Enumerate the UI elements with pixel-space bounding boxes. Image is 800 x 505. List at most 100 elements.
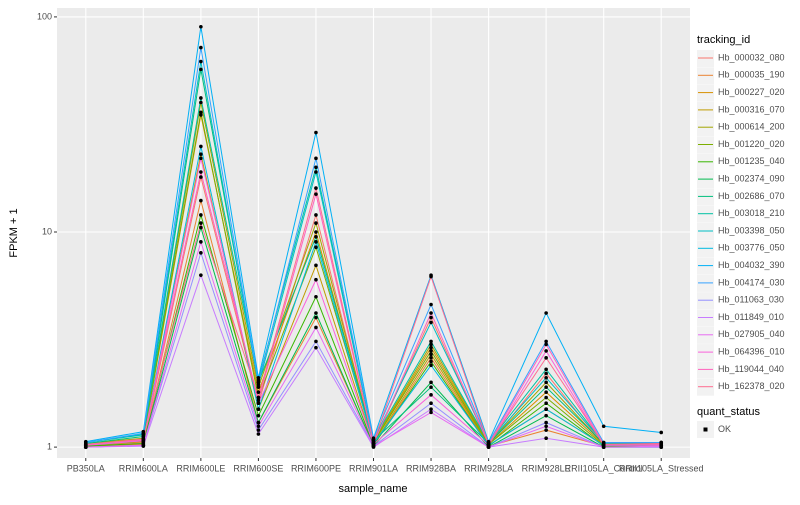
- data-point: [314, 325, 318, 330]
- data-point: [659, 430, 664, 435]
- data-point: [314, 165, 318, 170]
- data-point: [429, 320, 433, 325]
- data-point: [544, 342, 548, 347]
- legend-label: Hb_001220_020: [718, 139, 785, 149]
- legend-label: Hb_064396_010: [718, 346, 785, 356]
- data-point: [256, 413, 261, 418]
- x-tick-label: RRIM600LA: [119, 463, 168, 473]
- data-point: [544, 401, 548, 406]
- data-point: [429, 339, 433, 344]
- data-point: [199, 152, 203, 156]
- data-point: [314, 245, 318, 249]
- data-point: [256, 376, 261, 380]
- data-point: [199, 96, 203, 100]
- data-point: [429, 342, 433, 347]
- data-point: [544, 311, 548, 315]
- data-point: [256, 380, 261, 385]
- data-point: [199, 213, 203, 217]
- y-tick-label: 1: [47, 441, 52, 451]
- data-point: [314, 156, 318, 161]
- data-point: [544, 380, 548, 385]
- legend-title: tracking_id: [697, 34, 750, 46]
- data-point: [199, 198, 203, 203]
- data-point: [256, 398, 261, 403]
- legend-label: Hb_000614_200: [718, 122, 785, 132]
- legend-label: Hb_003018_210: [718, 208, 785, 218]
- data-point: [314, 311, 318, 315]
- data-point: [199, 144, 203, 149]
- data-point: [544, 385, 548, 389]
- data-point: [544, 424, 548, 429]
- legend-label: Hb_119044_040: [718, 364, 784, 374]
- data-point: [314, 345, 318, 350]
- data-point: [256, 420, 261, 425]
- x-tick-label: RRIM600SE: [233, 463, 283, 473]
- data-point: [256, 428, 261, 432]
- x-tick-label: RRIM600PE: [291, 463, 341, 473]
- data-point: [429, 356, 433, 360]
- legend-label: Hb_002374_090: [718, 173, 785, 183]
- data-point: [199, 67, 203, 72]
- data-point: [429, 352, 433, 357]
- data-point: [199, 24, 203, 29]
- data-point: [199, 221, 203, 225]
- y-axis-title: FPKM + 1: [8, 208, 20, 257]
- data-point: [141, 431, 146, 436]
- data-point: [199, 110, 203, 115]
- data-point: [141, 437, 146, 441]
- data-point: [256, 390, 261, 395]
- x-tick-label: RRIM600LE: [176, 463, 225, 473]
- legend-label: Hb_004174_030: [718, 277, 785, 287]
- data-point: [256, 395, 261, 400]
- data-point: [429, 315, 433, 320]
- data-point: [314, 315, 318, 320]
- data-point: [429, 311, 433, 315]
- data-point: [544, 413, 548, 418]
- legend-label: Hb_000032_080: [718, 52, 785, 62]
- data-point: [314, 221, 318, 225]
- data-point: [256, 424, 261, 429]
- data-point: [486, 442, 491, 447]
- data-point: [371, 440, 376, 445]
- data-point: [199, 100, 203, 105]
- legend-label: Hb_001235_040: [718, 156, 785, 166]
- data-point: [314, 230, 318, 234]
- data-point: [429, 385, 433, 389]
- legend-label: Hb_002686_070: [718, 191, 785, 201]
- data-point: [429, 302, 433, 307]
- data-point: [314, 240, 318, 244]
- data-point: [429, 363, 433, 368]
- data-point: [601, 424, 606, 429]
- data-point: [429, 349, 433, 353]
- data-point: [659, 441, 664, 446]
- data-point: [256, 432, 261, 436]
- data-point: [429, 380, 433, 385]
- x-tick-label: RRIM928BA: [406, 463, 456, 473]
- data-point: [199, 240, 203, 244]
- data-point: [429, 410, 433, 415]
- point-legend-title: quant_status: [697, 406, 760, 418]
- legend-label: Hb_162378_020: [718, 381, 785, 391]
- data-point: [314, 294, 318, 299]
- y-tick-label: 100: [37, 11, 52, 21]
- legend-label: Hb_011063_030: [718, 295, 784, 305]
- data-point: [544, 349, 548, 353]
- x-tick-label: PB350LA: [67, 463, 105, 473]
- legend-label: OK: [718, 424, 731, 434]
- data-point: [429, 359, 433, 364]
- data-point: [544, 376, 548, 380]
- data-point: [314, 235, 318, 239]
- legend-label: Hb_003776_050: [718, 243, 785, 253]
- data-point: [429, 345, 433, 350]
- data-point: [544, 395, 548, 400]
- data-point: [199, 45, 203, 50]
- legend-label: Hb_000316_070: [718, 104, 785, 114]
- legend-label: Hb_000227_020: [718, 87, 785, 97]
- data-point: [199, 273, 203, 277]
- data-point: [429, 393, 433, 397]
- legend-label: Hb_027905_040: [718, 329, 785, 339]
- data-point: [199, 113, 203, 117]
- data-point: [314, 263, 318, 268]
- data-point: [199, 175, 203, 179]
